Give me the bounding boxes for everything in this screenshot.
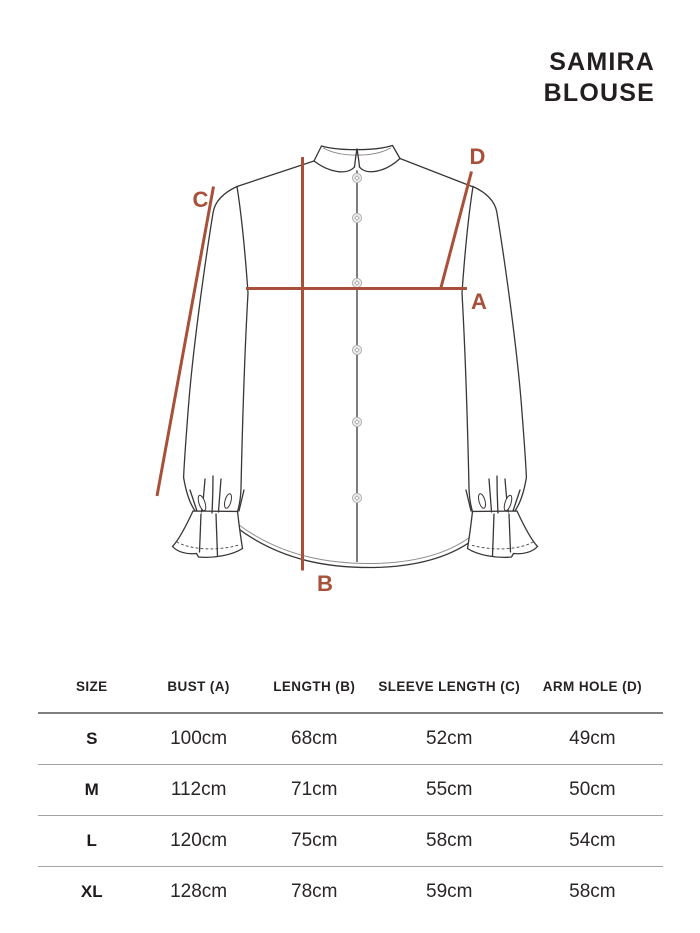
table-row: L 120cm 75cm 58cm 54cm — [38, 816, 663, 867]
button-icon — [351, 416, 363, 428]
button-icon — [351, 492, 363, 504]
cell-sleeve-length: 59cm — [426, 881, 473, 902]
cell-sleeve-length: 55cm — [426, 779, 473, 800]
measurement-label-b: B — [317, 571, 333, 596]
button-icon — [351, 172, 363, 184]
table-row: S 100cm 68cm 52cm 49cm — [38, 714, 663, 765]
measurement-line-c — [155, 186, 215, 497]
table-row: XL 128cm 78cm 59cm 58cm — [38, 867, 663, 917]
cell-size: S — [86, 729, 98, 748]
blouse-sleeve — [171, 185, 249, 558]
cell-bust: 100cm — [170, 728, 228, 749]
title-line-2: BLOUSE — [543, 79, 655, 107]
page-title: SAMIRA BLOUSE — [544, 47, 655, 109]
blouse-body-outline — [235, 144, 479, 569]
cell-size: L — [86, 831, 97, 850]
measurement-label-d: D — [470, 144, 486, 169]
cell-sleeve-length: 58cm — [426, 830, 473, 851]
cell-bust: 128cm — [170, 881, 228, 902]
cell-size: XL — [80, 882, 103, 901]
measurement-lines — [155, 157, 473, 571]
header-cell-size: SIZE — [75, 678, 108, 694]
header-cell-bust: BUST (A) — [167, 678, 230, 694]
measurement-label-c: C — [193, 187, 209, 212]
button-icon — [351, 344, 363, 356]
cell-length: 75cm — [291, 830, 338, 851]
header-cell-length: LENGTH (B) — [273, 678, 356, 694]
cell-arm-hole: 58cm — [569, 881, 616, 902]
cell-bust: 112cm — [170, 779, 227, 800]
header-cell-sleeve-length: SLEEVE LENGTH (C) — [378, 678, 521, 694]
cell-arm-hole: 50cm — [569, 779, 616, 800]
header-cell-arm-hole: ARM HOLE (D) — [542, 678, 643, 694]
cell-length: 68cm — [291, 728, 338, 749]
cell-sleeve-length: 52cm — [426, 728, 473, 749]
table-header-row: SIZE BUST (A) LENGTH (B) SLEEVE LENGTH (… — [38, 660, 663, 714]
blouse-measurement-diagram: C D A B — [155, 144, 539, 596]
cell-arm-hole: 49cm — [569, 728, 616, 749]
measurement-label-a: A — [471, 289, 487, 314]
cell-arm-hole: 54cm — [569, 830, 616, 851]
measurement-line-d — [439, 171, 473, 288]
button-icon — [351, 277, 363, 289]
cell-length: 71cm — [291, 779, 338, 800]
button-icon — [351, 212, 363, 224]
title-line-1: SAMIRA — [549, 48, 655, 76]
table-row: M 112cm 71cm 55cm 50cm — [38, 765, 663, 816]
cell-length: 78cm — [291, 881, 338, 902]
size-table: SIZE BUST (A) LENGTH (B) SLEEVE LENGTH (… — [38, 660, 663, 917]
cell-bust: 120cm — [170, 830, 228, 851]
cell-size: M — [84, 780, 99, 799]
